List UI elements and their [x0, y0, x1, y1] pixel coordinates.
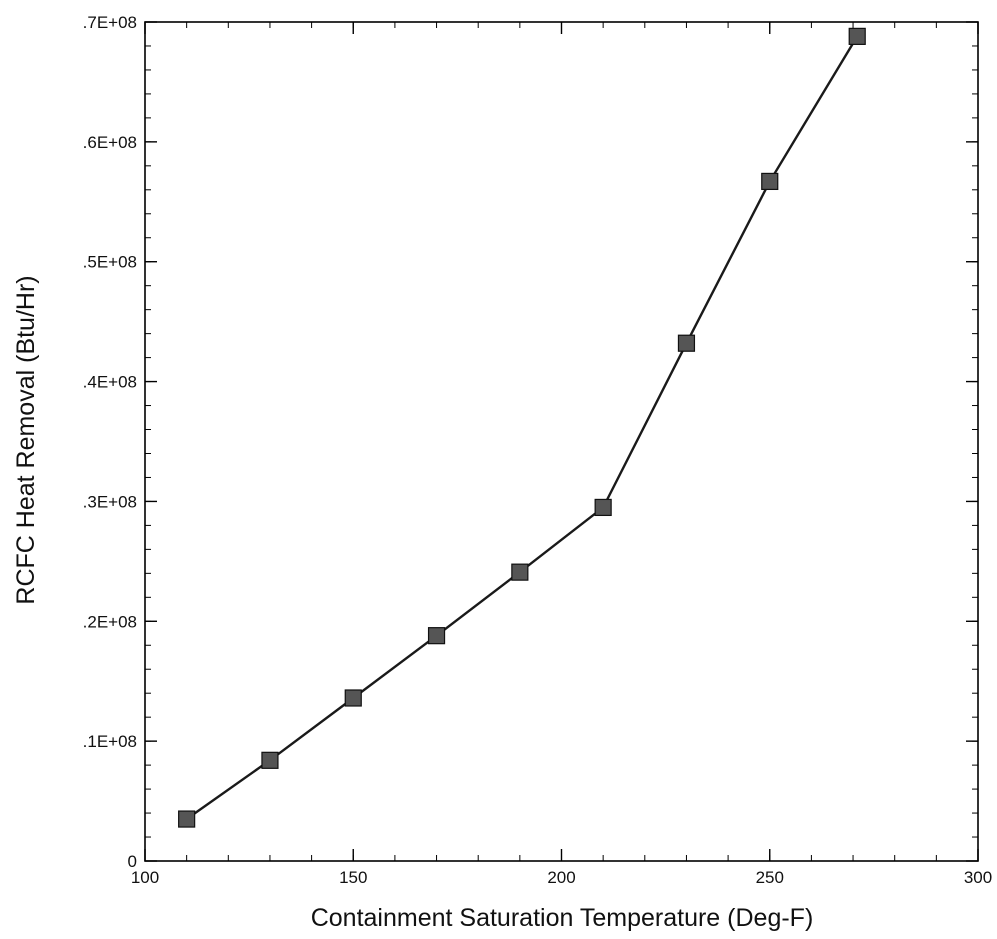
y-tick-label: .5E+08 — [83, 253, 137, 272]
y-axis-label: RCFC Heat Removal (Btu/Hr) — [12, 275, 40, 604]
y-tick-label: .2E+08 — [83, 612, 137, 631]
axes-layer — [144, 21, 979, 862]
y-tick-label: 0 — [128, 852, 137, 871]
x-tick-label: 100 — [131, 868, 159, 887]
x-tick-label: 150 — [339, 868, 367, 887]
ticks-layer: 100 150 200 250 300 0 .1E+08 .2E+08 .3E+08 .4E+08… — [83, 13, 993, 887]
data-point-marker — [511, 563, 529, 581]
data-point-marker — [344, 689, 362, 707]
x-tick-label: 200 — [547, 868, 575, 887]
x-tick-label: 250 — [756, 868, 784, 887]
data-point-marker — [261, 751, 279, 769]
data-point-marker — [594, 498, 612, 517]
data-point-marker — [848, 27, 866, 45]
data-point-marker — [178, 810, 196, 828]
data-point-marker — [761, 172, 779, 191]
data-point-marker — [677, 334, 696, 352]
x-axis-label: Containment Saturation Temperature (Deg-… — [311, 904, 814, 932]
y-tick-label: .1E+08 — [83, 732, 137, 751]
y-tick-label: .6E+08 — [83, 133, 137, 152]
y-tick-label: .7E+08 — [83, 13, 137, 32]
y-tick-label: .4E+08 — [83, 373, 137, 392]
x-tick-label: 300 — [964, 868, 992, 887]
series-layer — [178, 27, 866, 828]
series-line — [186, 35, 859, 820]
y-tick-label: .3E+08 — [83, 492, 137, 511]
plot-frame — [144, 21, 979, 862]
data-point-marker — [427, 627, 446, 645]
